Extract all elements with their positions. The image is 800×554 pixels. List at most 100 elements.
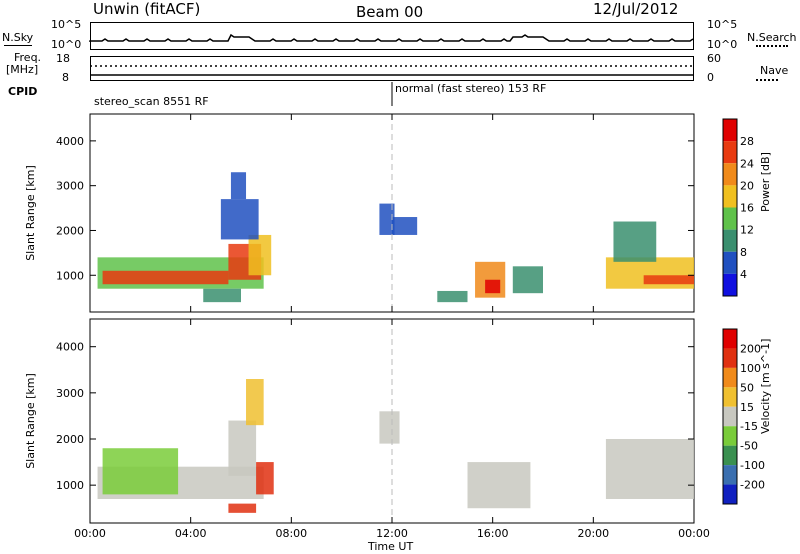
velocity-colorbar-cell [723, 387, 737, 407]
power-colorbar-tick: 8 [740, 246, 747, 259]
velocity-colorbar-cell [723, 426, 737, 446]
freq-label: Freq. [14, 51, 42, 64]
velocity-y-tick-label: 4000 [56, 341, 84, 354]
x-tick-label: 08:00 [275, 527, 307, 540]
power-colorbar-cell [723, 163, 737, 186]
freq-left-tick-high: 18 [56, 52, 70, 65]
power-colorbar-tick: 24 [740, 157, 754, 170]
power-colorbar-cell [723, 207, 737, 230]
nave-line [756, 79, 778, 81]
velocity-region [246, 379, 264, 426]
velocity-colorbar-title: Velocity [m s^-1] [759, 338, 772, 434]
velocity-colorbar-cell [723, 329, 737, 349]
x-tick-label: 00:00 [74, 527, 106, 540]
freq-panel [90, 56, 694, 81]
velocity-region [605, 439, 694, 499]
velocity-colorbar-tick: 15 [740, 401, 754, 414]
power-region [643, 275, 694, 285]
station-title: Unwin (fitACF) [93, 0, 201, 18]
power-colorbar-frame [722, 118, 738, 297]
velocity-colorbar-tick: 100 [740, 362, 761, 375]
power-region [512, 266, 543, 294]
noise-left-tick-low: 10^0 [51, 38, 82, 51]
power-colorbar-tick: 28 [740, 135, 754, 148]
velocity-y-tick-label: 2000 [56, 433, 84, 446]
freq-right-tick-low: 0 [707, 71, 714, 84]
power-colorbar-cell [723, 119, 737, 142]
power-y-tick-label: 1000 [56, 269, 84, 282]
power-colorbar-cell [723, 185, 737, 208]
velocity-region [379, 411, 400, 444]
power-y-tick-label: 3000 [56, 180, 84, 193]
velocity-colorbar-tick: -15 [740, 420, 758, 433]
noise-right-tick-low: 10^0 [707, 38, 738, 51]
power-region [220, 199, 259, 240]
power-region [203, 288, 241, 303]
noise-sky-label: N.Sky [2, 31, 34, 44]
velocity-colorbar-tick: 200 [740, 342, 761, 355]
cpid-label: CPID [8, 85, 38, 98]
power-region [379, 203, 395, 235]
power-region [392, 217, 418, 235]
velocity-colorbar-cell [723, 445, 737, 466]
velocity-region [256, 462, 274, 495]
power-region [485, 279, 501, 294]
power-colorbar-cell [723, 229, 737, 252]
power-region [613, 221, 657, 262]
cpid-segment-2: normal (fast stereo) 153 RF [395, 82, 547, 95]
velocity-colorbar-cell [723, 484, 737, 504]
freq-unit-label: [MHz] [6, 63, 39, 76]
cpid-segment-1: stereo_scan 8551 RF [94, 95, 209, 108]
power-region [230, 172, 247, 200]
power-y-tick-label: 4000 [56, 135, 84, 148]
velocity-region [102, 448, 179, 495]
velocity-region [467, 462, 531, 509]
x-tick-label: 16:00 [477, 527, 509, 540]
power-y-axis-label: Slant Range [km] [24, 165, 37, 261]
power-colorbar-tick: 12 [740, 224, 754, 237]
noise-panel [90, 22, 694, 50]
power-colorbar-tick: 16 [740, 202, 754, 215]
power-region [102, 270, 229, 285]
x-tick-label: 20:00 [577, 527, 609, 540]
velocity-y-tick-label: 3000 [56, 387, 84, 400]
velocity-region [228, 503, 257, 513]
noise-trace [89, 33, 694, 42]
velocity-colorbar-cell [723, 406, 737, 427]
power-colorbar-tick: 20 [740, 179, 754, 192]
velocity-colorbar-frame [722, 328, 738, 505]
noise-right-tick-high: 10^5 [707, 18, 738, 31]
freq-right-tick-high: 60 [707, 52, 721, 65]
nave-label: Nave [760, 64, 789, 77]
power-region [437, 290, 468, 303]
power-region [248, 234, 272, 276]
x-axis-label: Time UT [368, 540, 414, 553]
power-colorbar-cell [723, 273, 737, 296]
velocity-colorbar-cell [723, 367, 737, 388]
freq-left-tick-low: 8 [62, 71, 69, 84]
noise-search-label: N.Search [747, 31, 797, 44]
power-y-tick-label: 2000 [56, 224, 84, 237]
x-tick-label: 00:00 [678, 527, 710, 540]
power-colorbar-cell [723, 141, 737, 164]
x-tick-label: 04:00 [175, 527, 207, 540]
power-colorbar-tick: 4 [740, 268, 747, 281]
velocity-colorbar-cell [723, 348, 737, 368]
x-tick-label: 12:00 [376, 527, 408, 540]
velocity-colorbar-tick: -50 [740, 440, 758, 453]
beam-title: Beam 00 [356, 3, 424, 21]
velocity-y-tick-label: 1000 [56, 479, 84, 492]
velocity-colorbar-tick: 50 [740, 381, 754, 394]
velocity-colorbar-tick: -200 [740, 479, 765, 492]
power-colorbar-title: Power [dB] [759, 152, 772, 212]
noise-left-tick-high: 10^5 [51, 18, 82, 31]
noise-sky-line [4, 45, 32, 46]
velocity-y-axis-label: Slant Range [km] [24, 373, 37, 469]
velocity-colorbar-cell [723, 465, 737, 485]
noise-search-line [756, 45, 788, 47]
velocity-region [228, 420, 257, 476]
velocity-colorbar-tick: -100 [740, 459, 765, 472]
power-colorbar-cell [723, 251, 737, 274]
date-title: 12/Jul/2012 [593, 0, 679, 18]
